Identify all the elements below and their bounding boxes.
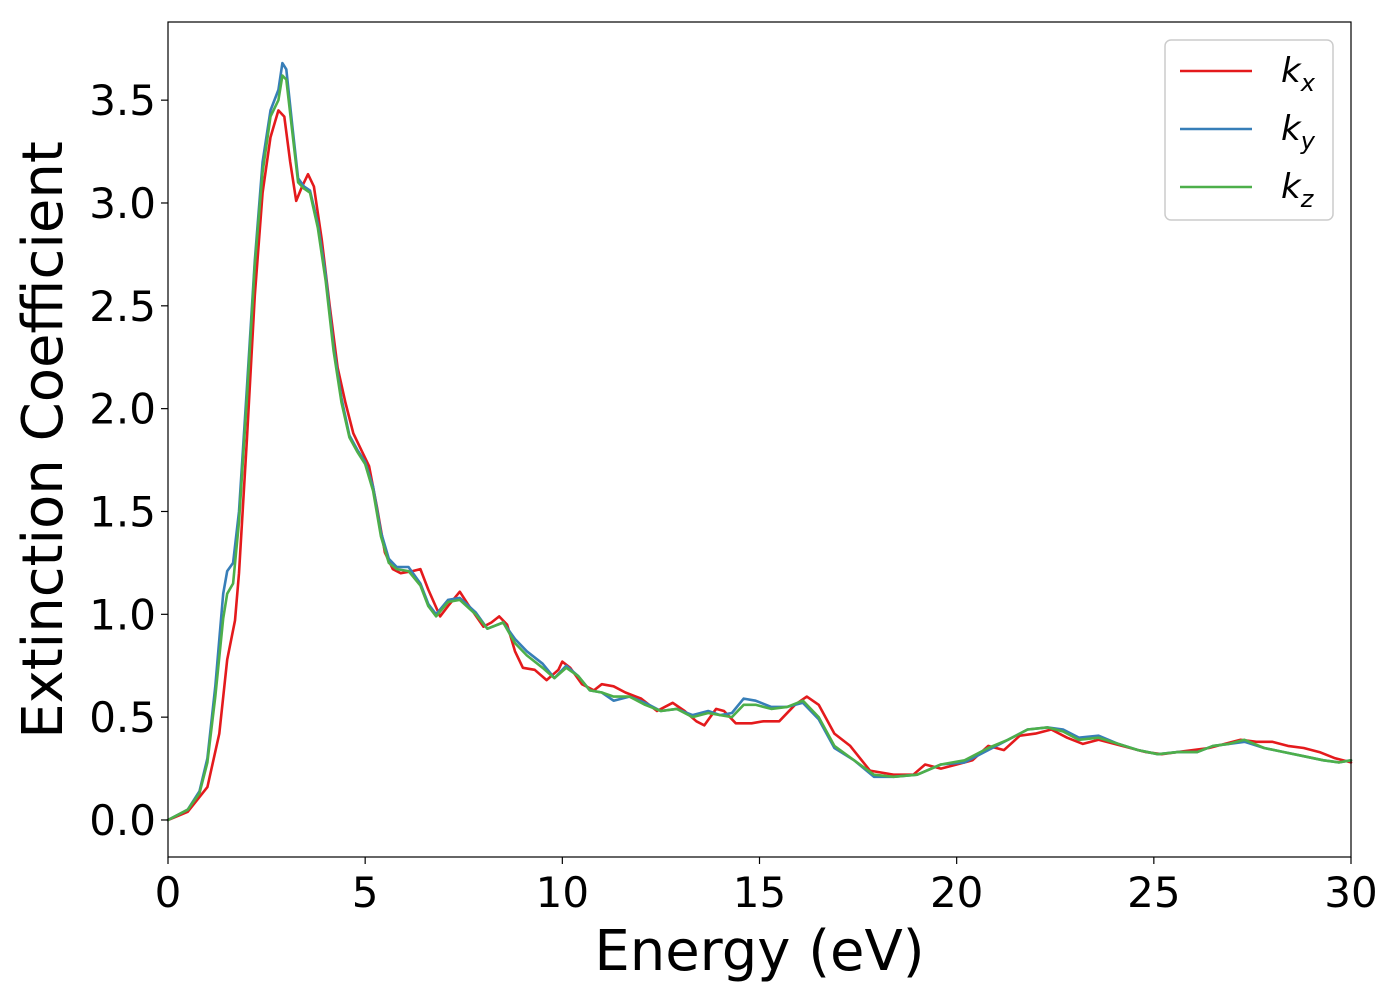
y-tick-label: 0.0 bbox=[89, 796, 156, 845]
x-axis-label: Energy (eV) bbox=[594, 919, 924, 984]
x-tick-label: 5 bbox=[352, 868, 379, 917]
x-axis: 0 5 10 15 20 25 30 bbox=[155, 857, 1378, 917]
y-tick-label: 1.5 bbox=[89, 487, 156, 536]
y-tick-label: 1.0 bbox=[89, 590, 156, 639]
legend-label-kx: kx bbox=[1281, 51, 1316, 97]
x-tick-label: 10 bbox=[536, 868, 589, 917]
series-line-kz bbox=[166, 74, 1353, 822]
y-tick-label: 0.5 bbox=[89, 693, 156, 742]
y-tick-label: 2.0 bbox=[89, 385, 156, 434]
x-tick-label: 15 bbox=[733, 868, 786, 917]
x-tick-label: 30 bbox=[1324, 868, 1377, 917]
legend-label-kz: kz bbox=[1281, 167, 1315, 213]
x-tick-label: 20 bbox=[930, 868, 983, 917]
legend-label-ky: ky bbox=[1281, 109, 1316, 155]
series-layer bbox=[166, 61, 1353, 822]
x-tick-label: 0 bbox=[155, 868, 182, 917]
legend: kx ky kz bbox=[1164, 39, 1334, 221]
y-tick-label: 2.5 bbox=[89, 282, 156, 331]
y-tick-label: 3.0 bbox=[89, 179, 156, 228]
y-axis: 0.0 0.5 1.0 1.5 2.0 2.5 3.0 3.5 bbox=[89, 76, 168, 845]
y-tick-label: 3.5 bbox=[89, 76, 156, 125]
series-line-kx bbox=[166, 109, 1353, 822]
y-axis-label: Extinction Coefficient bbox=[11, 141, 76, 739]
x-tick-label: 25 bbox=[1127, 868, 1180, 917]
